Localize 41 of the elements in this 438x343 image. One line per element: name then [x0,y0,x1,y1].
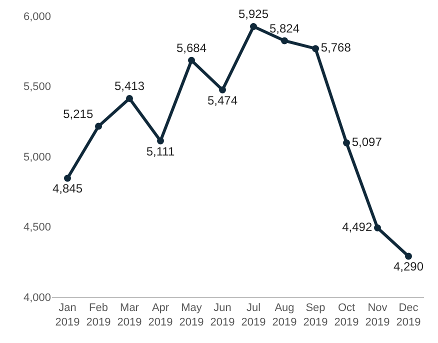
x-tick-label: Apr 2019 [148,302,173,328]
point [64,174,71,182]
data-label: 5,474 [207,93,238,108]
x-tick-label: Mar 2019 [117,302,142,328]
x-tick-label: Jan 2019 [55,302,80,328]
y-tick-label: 4,500 [23,222,51,234]
point [281,37,288,44]
data-label: 4,290 [393,260,424,274]
point [188,56,195,64]
data-label: 5,824 [269,21,300,36]
data-label: 4,492 [342,220,372,234]
x-tick-label: Nov 2019 [365,302,390,328]
x-tick-label: Jul 2019 [241,302,266,328]
x-tick-label: Jun 2019 [210,302,235,328]
y-tick-label: 6,000 [23,10,51,23]
point [219,86,226,94]
data-label: 5,413 [114,79,145,94]
point [374,224,381,232]
x-tick-label: Oct 2019 [334,302,359,328]
point [126,94,133,102]
data-label: 5,215 [63,106,94,121]
point [95,122,102,130]
x-tick-label: May 2019 [179,302,204,328]
point [312,45,319,52]
y-tick-label: 5,000 [23,151,51,164]
data-label: 5,097 [352,134,382,149]
point [343,139,350,146]
point [405,252,412,260]
point [250,23,257,30]
x-tick-label: Aug 2019 [272,302,297,328]
data-label: 5,111 [146,144,175,158]
point [157,137,164,144]
data-label: 5,684 [176,41,207,56]
data-label: 5,925 [238,7,269,22]
data-label: 5,768 [320,40,352,55]
x-tick-label: Dec 2019 [396,302,421,328]
x-tick-label: Feb 2019 [86,302,111,328]
y-tick-label: 5,500 [23,81,51,94]
y-tick-label: 4,000 [23,292,51,304]
x-tick-label: Sep 2019 [303,302,328,328]
data-label: 4,845 [52,182,83,196]
